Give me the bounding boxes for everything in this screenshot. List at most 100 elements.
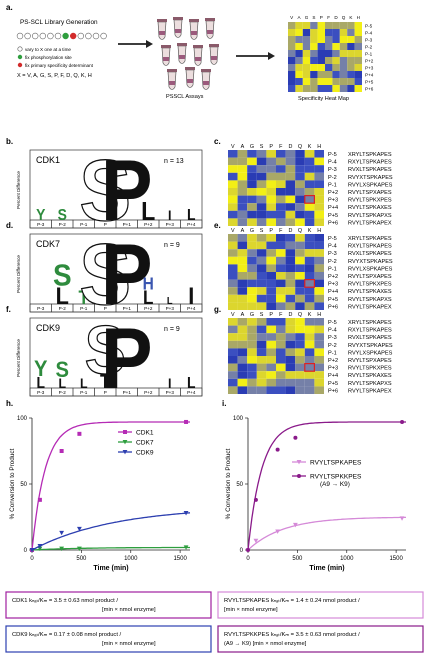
heatmap-cell <box>314 272 324 280</box>
x-tick-label: 500 <box>292 556 303 562</box>
heatmap-cell <box>332 64 340 71</box>
data-point <box>59 449 64 453</box>
heatmap-cell <box>228 241 238 250</box>
heatmap-cell <box>325 29 333 36</box>
peptide-sequence: RVYLXSPKAPES <box>348 182 393 188</box>
heatmap-row-label: P+6 <box>365 87 374 92</box>
heatmap-cell <box>256 256 267 265</box>
heatmap-cell <box>304 172 315 181</box>
heatmap-cell <box>237 210 248 219</box>
panel-letter: b. <box>6 137 13 146</box>
heatmap-cell <box>332 29 340 36</box>
heatmap-cell <box>314 333 324 341</box>
heatmap-cell <box>354 43 362 50</box>
sequence-logo-cdk9: f. Percent Difference CDK9 n = 9 P-3 P-2 P-1 P P… <box>6 305 203 407</box>
logo-letter: S <box>79 143 131 239</box>
heatmap-cell <box>304 249 315 257</box>
tube-fill <box>203 81 209 85</box>
x-tick-label: 1500 <box>389 556 403 562</box>
peptide-sequence: RVYLTSPKAXES <box>348 205 392 211</box>
heatmap-cell <box>266 210 276 219</box>
heatmap-col-label: Q <box>298 144 302 150</box>
heatmap-cell <box>285 378 296 387</box>
heatmap-col-label: P <box>269 228 273 234</box>
heatmap-cell <box>256 340 267 349</box>
heatmap-cell <box>347 57 355 64</box>
heatmap-cell <box>237 378 248 387</box>
heatmap-cell <box>228 180 238 188</box>
library-legend: vary to X one at a time fix phosphorylat… <box>17 46 94 79</box>
rate-box <box>5 591 212 619</box>
heatmap-cell <box>237 302 248 310</box>
heatmap-cell <box>237 371 248 379</box>
heatmap-cell <box>317 64 325 71</box>
heatmap-row-label: P+4 <box>328 289 338 295</box>
heatmap-cell <box>285 287 296 295</box>
heatmap-cell <box>295 279 305 288</box>
heatmap-cell <box>276 203 286 211</box>
heatmap-cell <box>256 348 267 356</box>
x-definition: X = V, A, G, S, P, F, D, Q, K, H <box>17 73 92 79</box>
heatmap-cell <box>304 302 315 310</box>
heatmap-cell <box>304 195 315 204</box>
rate-text: RVYLTSPKAPES kₙₐₜ/Kₘ = 1.4 ± 0.24 nmol p… <box>224 598 360 604</box>
heatmap-cell <box>228 348 238 356</box>
heatmap-cell <box>285 272 296 280</box>
peptide-sequence: RVYXTSPKAPES <box>348 259 393 265</box>
heatmap-cell <box>295 71 303 78</box>
heatmap-cell <box>347 36 355 43</box>
heatmap-cell <box>354 57 362 64</box>
heatmap-cell <box>285 363 296 372</box>
heatmap-cell <box>247 188 257 196</box>
heatmap-row-label: P+6 <box>328 220 338 226</box>
heatmap-cell <box>247 279 257 288</box>
heatmap-cell <box>285 279 296 288</box>
heatmap-cell <box>256 180 267 188</box>
heatmap-col-label: H <box>317 228 321 234</box>
heatmap-cell <box>228 210 238 219</box>
peptide-sequence: RVYLTSPKXPES <box>348 282 392 288</box>
heatmap-cell <box>295 50 303 57</box>
heatmap-row-label: P+2 <box>328 190 338 196</box>
heatmap-col-label: V <box>231 228 235 234</box>
fit-curve <box>31 512 191 551</box>
heatmap-cell <box>228 318 238 326</box>
heatmap-cell <box>228 333 238 341</box>
heatmap-cell <box>247 318 257 326</box>
peptide-sequence: RVYLTSPXAPES <box>348 274 392 280</box>
kinase-name: CDK7 <box>36 239 60 249</box>
heatmap-row-label: P+4 <box>328 205 338 211</box>
panel-letter: e. <box>214 221 221 230</box>
heatmap-cell <box>339 22 348 29</box>
heatmap-cell <box>288 36 296 43</box>
heatmap-row-label: P+5 <box>328 381 338 387</box>
heatmap-row-label: P+6 <box>328 304 338 310</box>
heatmap-col-label: Q <box>298 228 302 234</box>
heatmap-cell <box>310 57 318 64</box>
heatmap-cell <box>285 150 296 158</box>
logo-letter: T <box>79 287 89 308</box>
logo-letter: I <box>168 207 171 223</box>
data-point <box>246 548 250 552</box>
panel-letter: g. <box>214 305 221 314</box>
heatmap-cell <box>237 218 248 226</box>
heatmap-col-label: H <box>317 312 321 318</box>
heatmap-cell <box>237 234 248 242</box>
y-axis-label: Percent Difference <box>16 339 21 377</box>
heatmap-row-label: P+3 <box>328 198 338 204</box>
heatmap-cell <box>314 256 324 265</box>
heatmap-cell <box>237 348 248 356</box>
open-circle-icon <box>17 46 23 52</box>
tube-cap <box>157 19 167 22</box>
heatmap-cell <box>314 294 324 303</box>
logo-letter: L <box>187 207 196 224</box>
heatmap-cell <box>339 85 348 92</box>
y-axis-label: Percent Difference <box>16 255 21 293</box>
heatmap-cell <box>332 71 340 78</box>
heatmap-row-label: P-3 <box>328 167 337 173</box>
heatmap-cell <box>339 36 348 43</box>
heatmap-cell <box>256 241 267 250</box>
logo-letter: P <box>101 227 153 323</box>
heatmap-cell <box>317 29 325 36</box>
